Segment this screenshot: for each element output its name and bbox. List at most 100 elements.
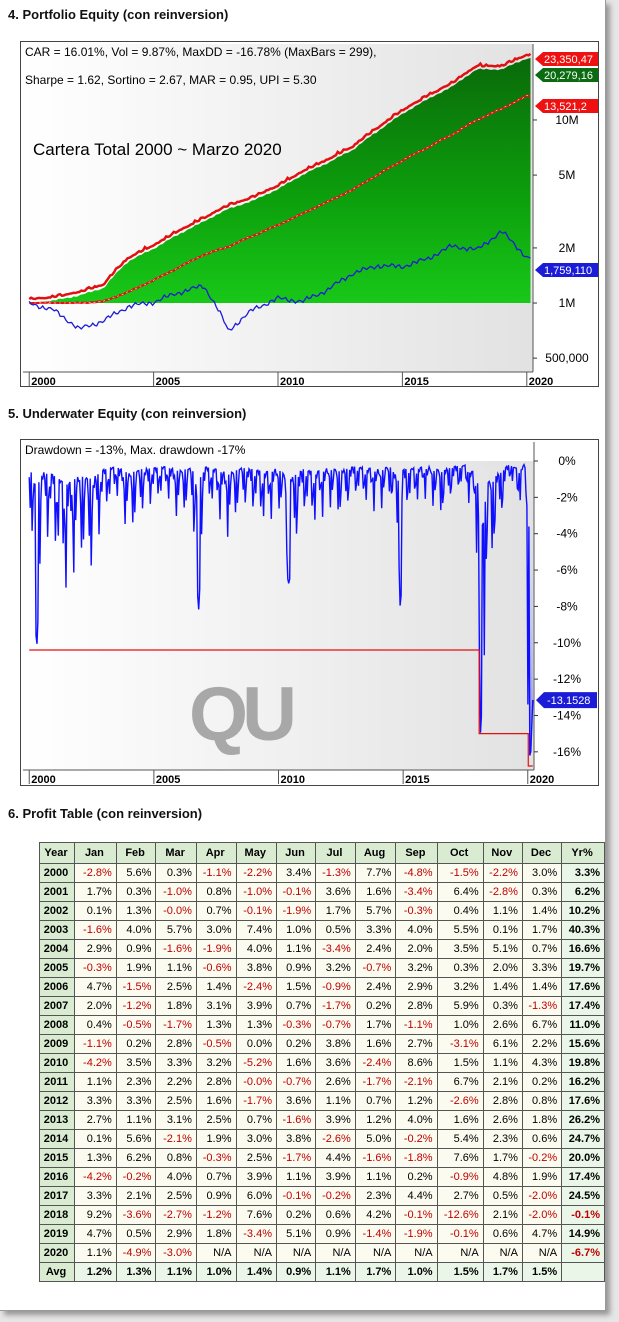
- table-cell: -0.7%: [275, 1072, 317, 1092]
- table-cell: 0.1%: [74, 901, 117, 921]
- table-cell: 2.7%: [74, 1110, 117, 1130]
- table-cell: 6.0%: [235, 1186, 277, 1206]
- table-cell: 5.1%: [275, 1224, 317, 1244]
- underwater-y-tick-label: -12%: [553, 672, 581, 686]
- table-cell: 3.3%: [561, 863, 605, 883]
- table-cell: 4.7%: [521, 1224, 563, 1244]
- table-cell: 4.0%: [155, 1167, 197, 1187]
- table-cell: 2.5%: [235, 1148, 277, 1168]
- table-cell: 2.8%: [482, 1091, 523, 1111]
- table-cell: 3.8%: [275, 1129, 317, 1149]
- table-cell: 0.9%: [275, 1262, 317, 1282]
- table-cell: 2.8%: [155, 1034, 197, 1054]
- table-cell: 1.0%: [195, 1262, 237, 1282]
- table-cell: -2.7%: [155, 1205, 197, 1225]
- table-cell: 1.9%: [115, 958, 157, 978]
- table-cell: 2012: [38, 1091, 76, 1111]
- table-cell: 24.7%: [561, 1129, 605, 1149]
- table-cell: -2.4%: [235, 977, 277, 997]
- table-row: 2013 2.7% 1.1% 3.1% 2.5% 0.7% -1.6% 3.9% 1.2% 4.0…: [38, 1110, 605, 1130]
- table-cell: 2.3%: [354, 1186, 397, 1206]
- table-avg-row: Avg 1.2% 1.3% 1.1% 1.0% 1.4% 0.9% 1.1% 1.7% 1.0% 1…: [38, 1262, 605, 1282]
- equity-value-label-text: 23,350,47: [544, 54, 593, 66]
- table-cell: 4.4%: [395, 1186, 438, 1206]
- equity-section-title: 4. Portfolio Equity (con reinversion): [8, 7, 229, 22]
- table-cell: 3.3%: [521, 958, 563, 978]
- table-cell: 2008: [38, 1015, 76, 1035]
- table-cell: -2.0%: [521, 1205, 563, 1225]
- table-cell: 4.4%: [315, 1148, 356, 1168]
- table-cell: 5.1%: [482, 939, 523, 959]
- table-row: 2007 2.0% -1.2% 1.8% 3.1% 3.9% 0.7% -1.7% 0.2% 2.…: [38, 996, 605, 1016]
- table-cell: 3.3%: [115, 1091, 157, 1111]
- table-row: 2003 -1.6% 4.0% 5.7% 3.0% 7.4% 1.0% 0.5% 3.3% 4.0…: [38, 920, 605, 940]
- table-cell: 3.9%: [235, 996, 277, 1016]
- table-cell: 3.4%: [275, 863, 317, 883]
- table-row: 2011 1.1% 2.3% 2.2% 2.8% -0.0% -0.7% 2.6% -1.7% -…: [38, 1072, 605, 1092]
- underwater-y-tick-label: -6%: [556, 563, 578, 577]
- table-cell: 2.5%: [155, 977, 197, 997]
- equity-x-tick-label: 2005: [156, 376, 180, 386]
- table-header-cell: Sep: [395, 842, 438, 864]
- table-cell: 3.5%: [436, 939, 484, 959]
- table-header-cell: Oct: [436, 842, 484, 864]
- table-cell: 0.8%: [155, 1148, 197, 1168]
- table-cell: 4.8%: [482, 1167, 523, 1187]
- equity-value-label: 20,279,16: [535, 68, 601, 82]
- table-cell: 1.5%: [436, 1262, 484, 1282]
- profit-table: Year Jan Feb Mar Apr May Jun Jul Aug Sep Oct Nov Dec…: [38, 842, 605, 1282]
- table-cell: 40.3%: [561, 920, 605, 940]
- table-cell: 1.5%: [436, 1053, 484, 1073]
- underwater-section-title: 5. Underwater Equity (con reinversion): [8, 406, 247, 421]
- table-cell: 4.0%: [115, 920, 157, 940]
- table-cell: 5.9%: [436, 996, 484, 1016]
- table-cell: 0.3%: [521, 882, 563, 902]
- table-cell: 0.3%: [482, 996, 523, 1016]
- table-cell: 0.2%: [395, 1167, 438, 1187]
- table-row: 2008 0.4% -0.5% -1.7% 1.3% 1.3% -0.3% -0.7% 1.7%…: [38, 1015, 605, 1035]
- table-cell: 1.4%: [195, 977, 237, 997]
- table-cell: 1.6%: [195, 1091, 237, 1111]
- table-cell: -1.7%: [354, 1072, 397, 1092]
- table-cell: -0.1%: [436, 1224, 484, 1244]
- equity-y-tick-label: 2M: [559, 241, 576, 255]
- underwater-current-value-bg: [536, 692, 597, 709]
- table-cell: 3.2%: [315, 958, 356, 978]
- table-cell: 19.7%: [561, 958, 605, 978]
- table-cell: -3.4%: [395, 882, 438, 902]
- table-cell: 0.3%: [155, 863, 197, 883]
- table-cell: 0.4%: [436, 901, 484, 921]
- table-cell: 2.2%: [521, 1034, 563, 1054]
- table-cell: 0.7%: [195, 1167, 237, 1187]
- table-cell: 0.9%: [275, 958, 317, 978]
- underwater-y-tick-label: -2%: [556, 490, 578, 504]
- equity-area: [29, 57, 531, 304]
- table-cell: -0.1%: [275, 882, 317, 902]
- table-cell: -2.2%: [482, 863, 523, 883]
- table-cell: 2.6%: [315, 1072, 356, 1092]
- table-header-cell: Yr%: [561, 842, 605, 864]
- equity-y-tick-label: 500,000: [545, 351, 589, 365]
- equity-stats-line2: Sharpe = 1.62, Sortino = 2.67, MAR = 0.9…: [25, 73, 317, 87]
- table-cell: 0.7%: [354, 1091, 397, 1111]
- table-cell: -0.1%: [395, 1205, 438, 1225]
- table-cell: -2.8%: [482, 882, 523, 902]
- table-cell: 2005: [38, 958, 76, 978]
- table-cell: 1.2%: [354, 1110, 397, 1130]
- table-cell: 2011: [38, 1072, 76, 1092]
- table-cell: -1.1%: [195, 863, 237, 883]
- table-header-cell: Apr: [195, 842, 237, 864]
- table-cell: 2.9%: [395, 977, 438, 997]
- table-cell: 0.2%: [354, 996, 397, 1016]
- table-cell: -0.1%: [275, 1186, 317, 1206]
- table-cell: 4.0%: [235, 939, 277, 959]
- table-cell: 6.4%: [436, 882, 484, 902]
- table-cell: N/A: [275, 1243, 317, 1263]
- underwater-x-tick-label: 2000: [31, 774, 55, 785]
- table-cell: 1.1%: [74, 1243, 117, 1263]
- table-cell: 3.0%: [195, 920, 237, 940]
- table-cell: 5.6%: [115, 863, 157, 883]
- table-cell: -3.0%: [155, 1243, 197, 1263]
- table-cell: 2.3%: [115, 1072, 157, 1092]
- table-row: 2019 4.7% 0.5% 2.9% 1.8% -3.4% 5.1% 0.9% -1.4% -1…: [38, 1224, 605, 1244]
